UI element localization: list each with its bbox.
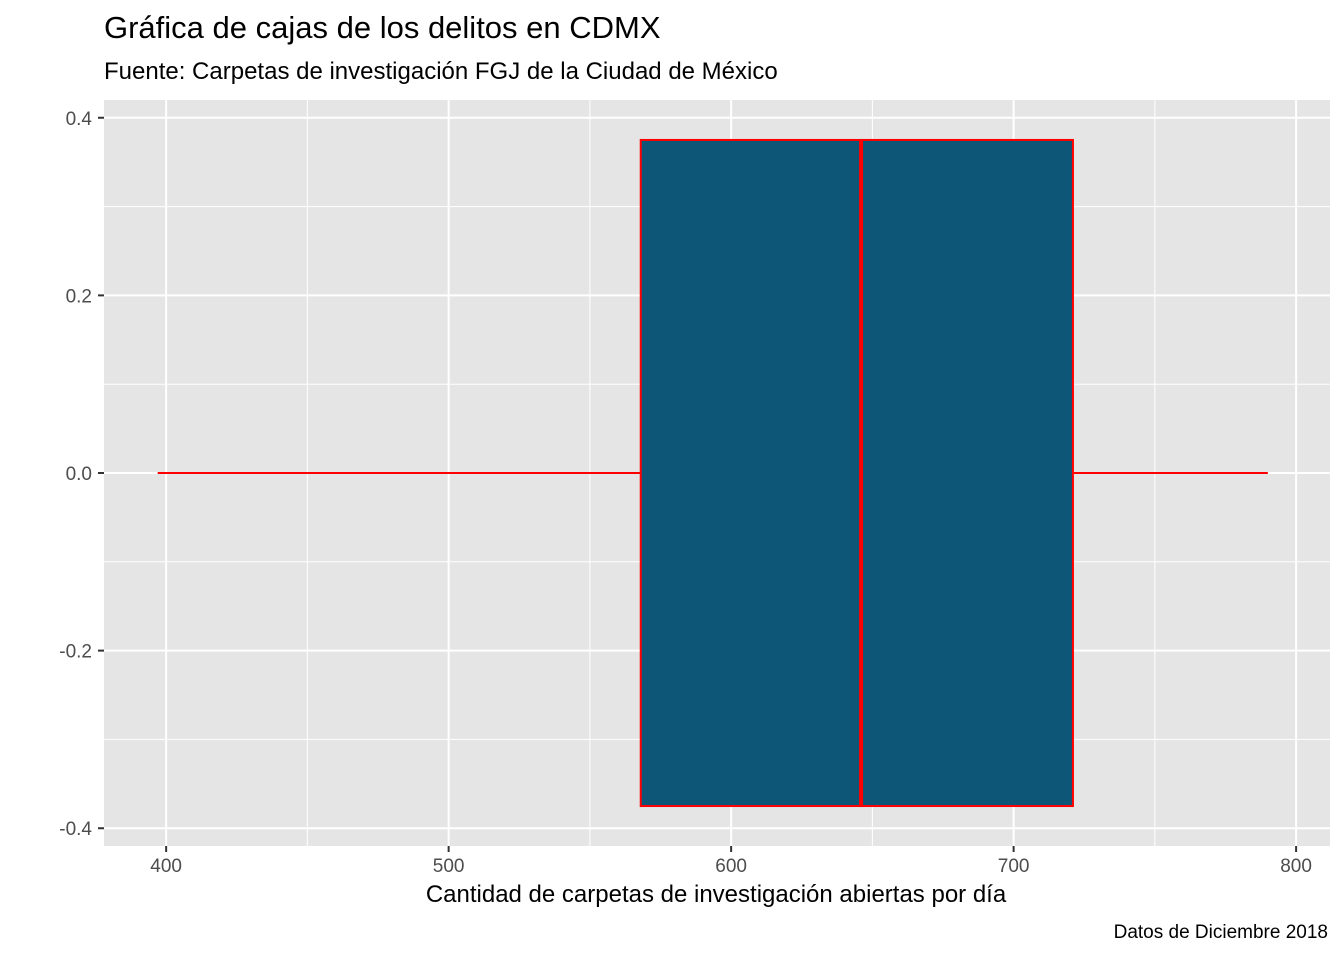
y-tick-label: -0.4: [59, 819, 92, 840]
y-tick-label: 0.4: [66, 109, 93, 130]
x-axis-label: Cantidad de carpetas de investigación ab…: [426, 881, 1007, 908]
chart-title: Gráfica de cajas de los delitos en CDMX: [104, 10, 661, 45]
chart-caption: Datos de Diciembre 2018: [1113, 922, 1328, 943]
x-tick-label: 600: [715, 856, 747, 877]
box-iqr: [639, 138, 1074, 808]
x-tick-label: 500: [433, 856, 465, 877]
y-tick-label: 0.0: [66, 464, 92, 485]
x-tick-label: 400: [150, 856, 182, 877]
x-tick-label: 800: [1280, 856, 1312, 877]
y-tick-label: 0.2: [66, 286, 92, 307]
y-tick-label: -0.2: [59, 642, 92, 663]
y-axis: -0.4 -0.2 0.0 0.2 0.4: [59, 109, 104, 840]
x-axis: 400 500 600 700 800: [150, 846, 1312, 877]
boxplot: [157, 138, 1268, 808]
x-tick-label: 700: [998, 856, 1030, 877]
chart-subtitle: Fuente: Carpetas de investigación FGJ de…: [104, 58, 778, 85]
